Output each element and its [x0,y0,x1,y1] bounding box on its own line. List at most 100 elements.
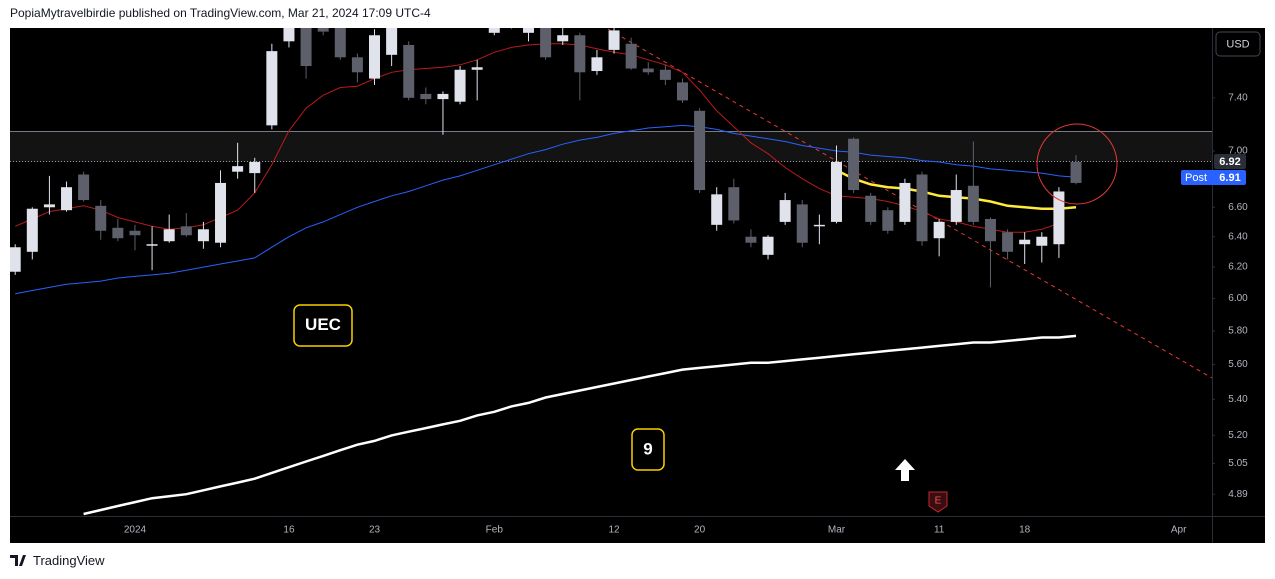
earnings-icon[interactable] [928,491,948,513]
candle-body [1053,191,1065,245]
candle-body [523,28,534,33]
currency-label[interactable]: USD [1226,38,1249,50]
candle-body [642,68,654,73]
header: PopiaMytravelbirdie published on Trading… [10,6,431,20]
y-tick-label: 5.20 [1228,430,1248,441]
x-tick-label: 18 [1019,525,1031,536]
candle-body [488,28,500,33]
candle-body [984,218,996,242]
candle-body [848,138,860,191]
symbol-label: UEC [305,315,341,334]
last-price: 6.92 [1219,156,1240,168]
y-tick-label: 4.89 [1228,489,1248,500]
candle-body [950,190,962,222]
x-tick-label: 20 [694,525,706,536]
candle-body [129,230,141,236]
y-tick-label: 5.60 [1228,359,1248,370]
post-badge [1181,170,1246,185]
candle-body [78,174,90,201]
line [15,124,1077,295]
candle-body [865,195,877,222]
candle-body [266,51,278,126]
candle-body [967,185,979,222]
x-tick-label: 23 [369,525,381,536]
candle-body [608,30,620,50]
candle-body [882,210,894,231]
candle-body [10,247,21,272]
footer: TradingView [33,553,105,568]
candle-body [659,69,671,80]
candle-body [557,35,569,42]
last-price-badge [1214,154,1246,169]
symbol-box [293,304,353,347]
x-tick-label: 16 [283,525,295,536]
candle-body [676,82,688,101]
x-tick-label: Apr [1171,525,1187,536]
count-box [631,428,665,471]
candle-body [694,110,706,191]
candle-body [540,28,552,58]
candle-body [26,208,38,252]
candle-body [454,69,466,102]
candle-body [471,67,483,70]
candle-body [899,182,911,222]
candle-body [61,187,73,211]
candle-body [112,227,124,239]
candle-body [1070,161,1082,183]
y-tick-label: 5.05 [1228,458,1248,469]
candle-body [1019,239,1031,245]
candle-body [163,229,175,242]
plot [10,28,1212,516]
candle-body [711,194,723,225]
candle-body [351,57,363,73]
candle-body [180,226,192,236]
y-tick-label: 6.40 [1228,231,1248,242]
candle-body [1002,232,1014,252]
y-tick-label: 6.00 [1228,293,1248,304]
candle-body [197,229,209,242]
candle-body [95,205,107,231]
candle-body [283,28,295,42]
candle-body [300,28,312,67]
candle-body [146,244,158,246]
candle-body [745,236,757,243]
post-price: 6.91 [1219,172,1240,184]
zone [10,131,1212,162]
x-tick-label: 12 [608,525,620,536]
currency-button[interactable] [1215,31,1261,57]
candle-body [779,200,791,222]
y-tick-label: 7.40 [1228,92,1248,103]
highlight-circle [1036,123,1118,205]
candle-body [625,43,637,69]
x-tick-label: 2024 [124,525,147,536]
logo-mark [10,555,26,566]
candle-body [916,174,928,242]
line [83,334,1077,516]
candle-body [813,224,825,227]
candle-body [830,161,842,222]
candle-body [334,28,346,58]
candle-body [796,204,808,243]
candle-body [249,161,261,174]
candle-body [1036,236,1048,246]
y-tick-label: 6.60 [1228,202,1248,213]
x-tick-label: 11 [934,525,945,536]
candle-body [215,182,227,243]
candle-body [574,35,586,73]
y-tick-label: 5.80 [1228,326,1248,337]
candle-body [591,57,603,72]
x-tick-label: Mar [828,525,846,536]
candle-body [762,236,774,255]
overlays: UEC 9 E USD 6.92 Post 6.91 [293,31,1261,513]
candle-body [43,204,55,208]
x-tick-label: Feb [486,525,504,536]
up-arrow [895,459,915,481]
count-label: 9 [643,439,652,458]
earnings-label[interactable]: E [935,496,942,507]
candle-body [369,35,381,79]
candle-body [420,93,432,100]
session-label: Post [1185,172,1207,184]
footer-logo: TradingView [10,553,105,568]
y-tick-label: 7.00 [1228,146,1248,157]
